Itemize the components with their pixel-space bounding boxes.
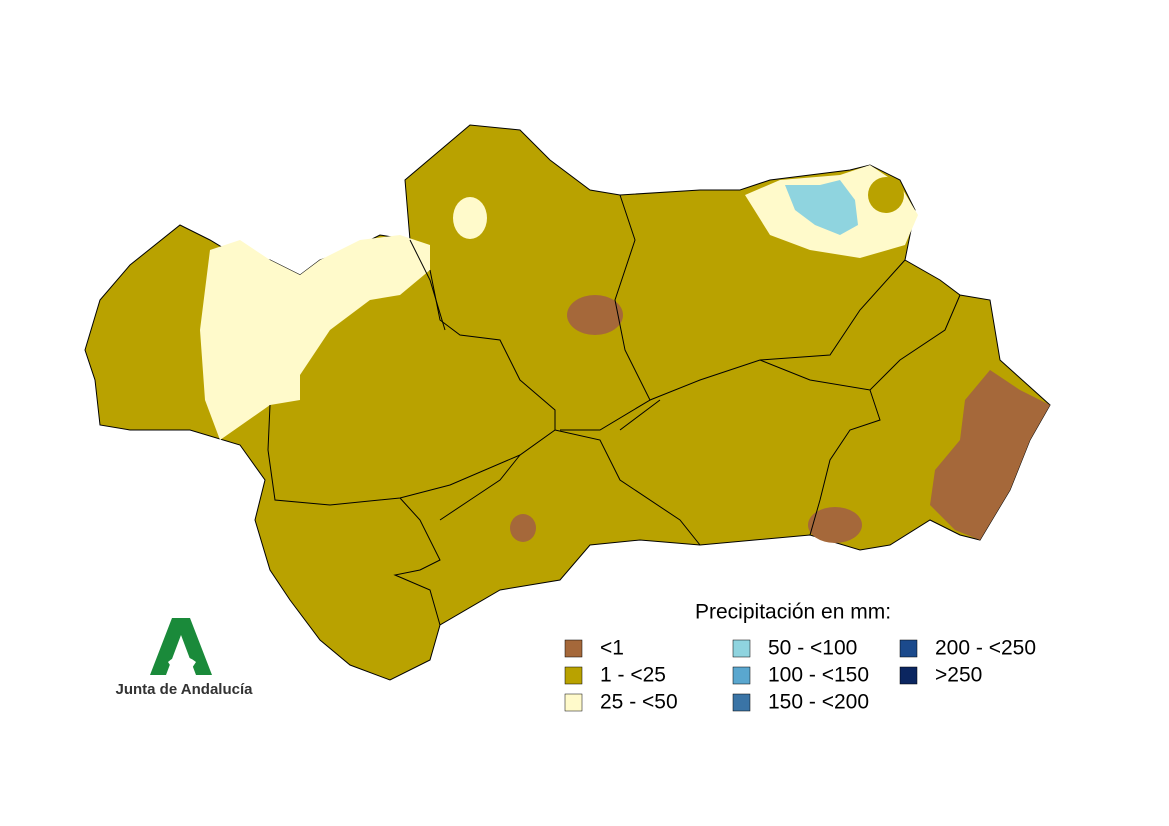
logo-mark — [150, 618, 212, 675]
legend-label: 1 - <25 — [600, 664, 666, 687]
legend-label: 25 - <50 — [600, 691, 678, 714]
legend-swatch — [899, 666, 918, 685]
region — [567, 295, 623, 335]
legend-label: >250 — [935, 664, 982, 687]
legend-swatch — [732, 666, 751, 685]
legend-title: Precipitación en mm: — [695, 601, 891, 624]
region — [510, 514, 536, 542]
legend-swatch — [899, 639, 918, 658]
region — [808, 507, 862, 543]
province-borders — [267, 194, 961, 626]
legend-swatch — [564, 666, 583, 685]
logo: Junta de Andalucía — [116, 618, 254, 698]
logo-mark — [168, 656, 196, 668]
logo-text: Junta de Andalucía — [116, 681, 254, 698]
legend-swatch — [732, 639, 751, 658]
region — [785, 180, 858, 235]
legend-label: 50 - <100 — [768, 637, 857, 660]
legend-swatch — [732, 693, 751, 712]
legend: Precipitación en mm: <1 1 - <25 25 - <50 50… — [564, 601, 1036, 714]
legend-label: 200 - <250 — [935, 637, 1036, 660]
map — [84, 124, 1051, 681]
legend-swatch — [564, 693, 583, 712]
legend-label: 150 - <200 — [768, 691, 869, 714]
legend-label: <1 — [600, 637, 624, 660]
legend-label: 100 - <150 — [768, 664, 869, 687]
region — [453, 197, 487, 239]
region — [930, 370, 1050, 540]
region — [200, 235, 430, 440]
region — [868, 177, 904, 213]
legend-swatch — [564, 639, 583, 658]
